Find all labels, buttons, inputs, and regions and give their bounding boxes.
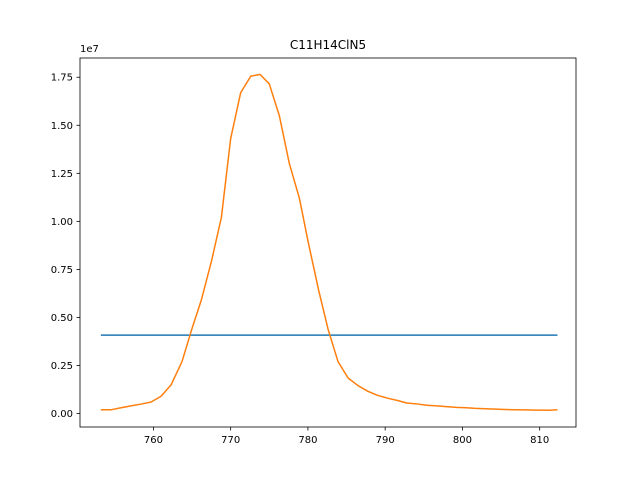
y-tick-label: 1.50 [51,121,73,132]
y-tick-label: 1.75 [51,73,73,84]
y-offset-label: 1e7 [80,44,99,55]
y-tick-label: 0.75 [51,265,73,276]
x-tick-label: 790 [376,435,395,446]
y-axis: 0.00 0.25 0.50 0.75 1.00 1.25 1.50 1.75 [51,73,80,420]
plot-frame [79,57,577,428]
x-axis: 760 770 780 790 800 810 [144,427,549,446]
y-tick-label: 0.25 [51,361,73,372]
x-tick-label: 800 [453,435,472,446]
y-tick-label: 1.00 [51,217,73,228]
plot-area [100,73,558,412]
series-line-2 [100,73,558,412]
x-tick-label: 810 [530,435,549,446]
y-tick-label: 1.25 [51,169,73,180]
y-tick-label: 0.50 [51,313,73,324]
x-tick-label: 780 [298,435,317,446]
x-tick-label: 760 [144,435,163,446]
y-tick-label: 0.00 [51,409,73,420]
chart-title: C11H14ClN5 [290,38,366,52]
x-tick-label: 770 [221,435,240,446]
